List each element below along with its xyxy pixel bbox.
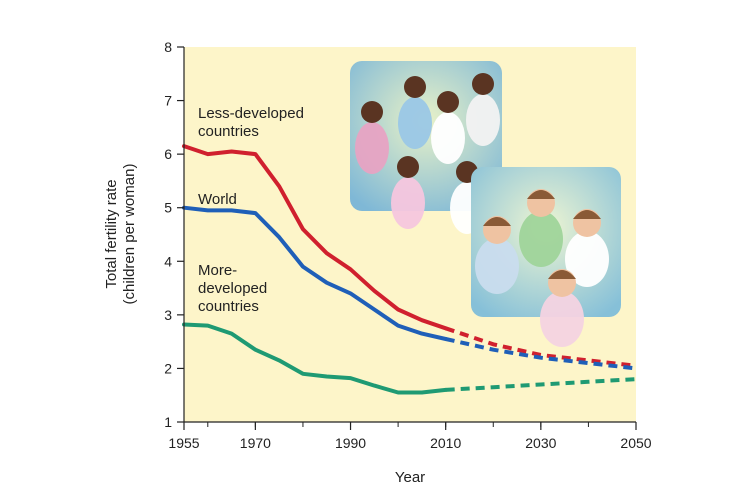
series-label-2-line-2: countries (198, 298, 259, 315)
series-label-1-line-0: World (198, 191, 237, 208)
series-line-1-observed (182, 205, 448, 341)
series-label-0-line-1: countries (198, 123, 259, 140)
series-line-0-projected (445, 326, 637, 368)
y-axis-title-line-2: (children per woman) (121, 164, 138, 305)
series-line-0-observed (182, 144, 448, 331)
x-tick-label-2030: 2030 (525, 435, 556, 451)
y-tick-label-4: 4 (164, 253, 172, 269)
y-tick-label-5: 5 (164, 200, 172, 216)
x-tick-label-2010: 2010 (430, 435, 461, 451)
y-tick-label-3: 3 (164, 307, 172, 323)
x-tick-label-2050: 2050 (620, 435, 651, 451)
more-developed-family-photo (471, 167, 621, 347)
y-tick-label-2: 2 (164, 360, 172, 376)
series-label-2-line-1: developed (198, 280, 267, 297)
y-tick-label-1: 1 (164, 414, 172, 430)
x-tick-label-1990: 1990 (335, 435, 366, 451)
y-tick-label-6: 6 (164, 146, 172, 162)
y-tick-label-8: 8 (164, 39, 172, 55)
y-axis-title-line-1: Total fertility rate (103, 179, 120, 288)
series-label-0-line-0: Less-developed (198, 105, 304, 122)
x-tick-label-1955: 1955 (168, 435, 199, 451)
x-tick-label-1970: 1970 (240, 435, 271, 451)
series-line-2-observed (182, 322, 448, 395)
series-line-1-projected (445, 337, 637, 371)
y-tick-label-7: 7 (164, 93, 172, 109)
series-label-2-line-0: More- (198, 262, 237, 279)
series-line-2-projected (445, 377, 637, 392)
x-axis-title: Year (395, 469, 425, 486)
